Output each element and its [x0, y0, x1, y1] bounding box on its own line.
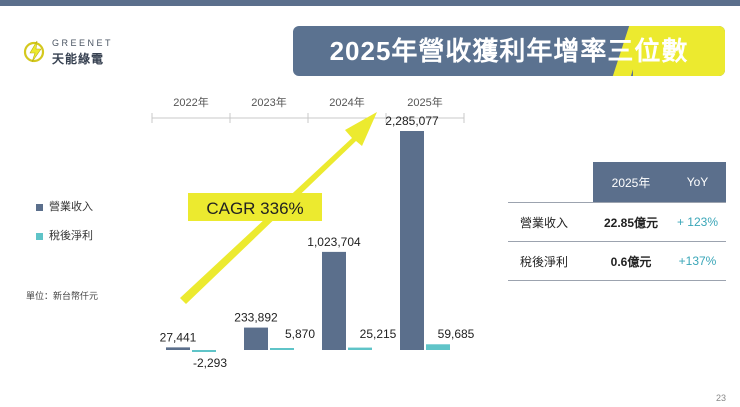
kpi-row-yoy: +137%: [669, 241, 726, 281]
cagr-label-box: [188, 193, 322, 221]
company-logo: GREENET 天能綠電: [22, 36, 132, 66]
legend-swatch-revenue: [36, 203, 43, 211]
category-label: 2025年: [407, 95, 442, 109]
data-label-net-income: 59,685: [438, 327, 475, 341]
logo-brand-text: GREENET: [52, 38, 114, 48]
bar-revenue: [400, 131, 424, 350]
kpi-row-value: 0.6億元: [593, 241, 669, 281]
legend-item-revenue: 營業收入: [36, 198, 93, 214]
kpi-row-label: 稅後淨利: [508, 241, 593, 281]
top-band: [0, 0, 740, 6]
data-label-net-income: 25,215: [360, 327, 397, 341]
kpi-header-year: 2025年: [593, 162, 669, 203]
data-label-net-income: -2,293: [193, 356, 227, 370]
category-label: 2022年: [173, 95, 208, 109]
bar-net-income: [192, 350, 216, 352]
data-label-revenue: 2,285,077: [385, 114, 439, 128]
lightning-globe-icon: [23, 40, 45, 63]
kpi-table: 2025年 YoY 營業收入 22.85億元 + 123% 稅後淨利 0.6億元…: [508, 162, 726, 281]
title-banner: 2025年營收獲利年增率三位數: [293, 26, 725, 76]
kpi-row-label: 營業收入: [508, 202, 593, 242]
cagr-label: CAGR 336%: [206, 199, 303, 218]
data-label-revenue: 233,892: [234, 311, 278, 325]
category-label: 2024年: [329, 95, 364, 109]
bar-net-income: [426, 344, 450, 350]
kpi-row-net-income: 稅後淨利 0.6億元 +137%: [508, 241, 726, 281]
bar-net-income: [270, 348, 294, 350]
title-accent-block: [633, 26, 725, 76]
legend-label-net-income: 稅後淨利: [49, 230, 93, 242]
slide-title: 2025年營收獲利年增率三位數: [329, 36, 689, 66]
data-label-revenue: 27,441: [160, 330, 197, 344]
legend-label-revenue: 營業收入: [49, 201, 93, 213]
kpi-row-revenue: 營業收入 22.85億元 + 123%: [508, 202, 726, 242]
bar-revenue: [244, 327, 268, 350]
kpi-header-yoy: YoY: [669, 162, 726, 203]
data-label-net-income: 5,870: [285, 327, 315, 341]
legend-item-net-income: 稅後淨利: [36, 227, 93, 243]
kpi-row-yoy: + 123%: [669, 202, 726, 242]
bar-revenue: [166, 347, 190, 350]
category-label: 2023年: [251, 95, 286, 109]
unit-note: 單位：新台幣仟元: [26, 291, 99, 301]
page-number: 23: [715, 393, 726, 403]
logo-chinese-name: 天能綠電: [52, 52, 105, 66]
kpi-row-value: 22.85億元: [593, 202, 669, 242]
kpi-header-blank: [508, 162, 593, 203]
legend-swatch-net-income: [36, 232, 43, 240]
bar-revenue: [322, 251, 346, 350]
data-label-revenue: 1,023,704: [307, 235, 361, 249]
bar-net-income: [348, 347, 372, 350]
